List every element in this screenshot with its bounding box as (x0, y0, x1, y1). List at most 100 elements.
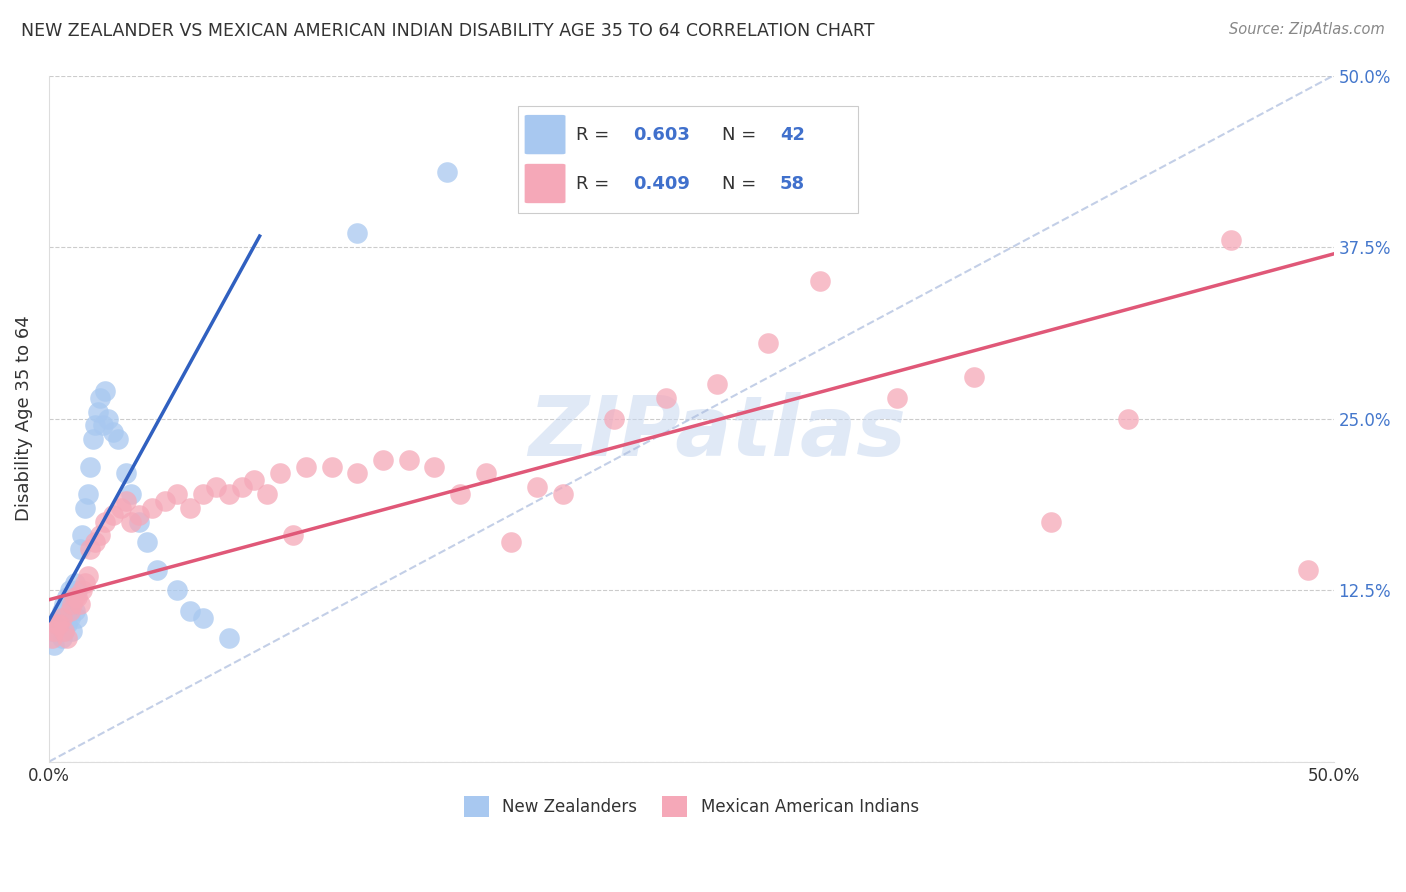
Point (166, 487, 188, 501)
Point (474, 467, 496, 481)
Point (256, 487, 278, 501)
Point (56, 617, 79, 632)
Point (449, 487, 471, 501)
Point (135, 535, 157, 549)
Point (66, 583, 89, 598)
Point (51, 631, 73, 645)
Point (110, 500, 132, 515)
Point (69, 541, 91, 556)
Point (94, 515, 117, 529)
Point (45, 617, 67, 632)
Point (526, 480, 548, 494)
Point (281, 528, 304, 542)
Point (84, 535, 107, 549)
Point (79, 459, 101, 474)
Point (66, 610, 89, 624)
Point (191, 610, 214, 624)
Point (51, 604, 73, 618)
Point (128, 508, 150, 522)
Point (56, 631, 79, 645)
Point (191, 487, 214, 501)
Legend: New Zealanders, Mexican American Indians: New Zealanders, Mexican American Indians (457, 789, 925, 823)
Point (436, 164, 458, 178)
Point (82, 432, 104, 446)
Point (89, 528, 111, 542)
Point (91, 418, 114, 433)
Point (115, 467, 138, 481)
Point (654, 391, 676, 405)
Point (63, 604, 86, 618)
Point (58, 604, 80, 618)
Point (120, 515, 142, 529)
Point (94, 384, 117, 399)
Point (295, 459, 318, 474)
Point (551, 487, 574, 501)
Point (153, 494, 176, 508)
Point (218, 631, 240, 645)
Point (706, 377, 728, 392)
Point (53, 597, 76, 611)
Point (42, 638, 65, 652)
Point (141, 500, 163, 515)
Point (41, 624, 63, 639)
Point (346, 227, 368, 241)
Point (72, 528, 94, 542)
Point (128, 515, 150, 529)
Text: ZIPatlas: ZIPatlas (529, 392, 905, 473)
Point (107, 432, 129, 446)
Point (89, 391, 111, 405)
Point (1039, 515, 1062, 529)
Point (115, 494, 138, 508)
Point (269, 467, 291, 481)
Point (1219, 233, 1241, 247)
Text: NEW ZEALANDER VS MEXICAN AMERICAN INDIAN DISABILITY AGE 35 TO 64 CORRELATION CHA: NEW ZEALANDER VS MEXICAN AMERICAN INDIAN… (21, 22, 875, 40)
Point (120, 487, 142, 501)
Point (87, 405, 110, 419)
Point (166, 583, 188, 598)
Point (501, 535, 523, 549)
Point (51, 610, 73, 624)
Point (60, 624, 83, 639)
Point (97, 411, 120, 425)
Point (84, 418, 107, 433)
Point (76, 487, 98, 501)
Point (66, 590, 89, 604)
Point (41, 631, 63, 645)
Point (146, 563, 169, 577)
Point (423, 459, 446, 474)
Point (103, 508, 125, 522)
Point (53, 624, 76, 639)
Point (69, 597, 91, 611)
Point (73, 576, 96, 591)
Point (886, 391, 908, 405)
Point (205, 480, 228, 494)
Point (76, 569, 98, 583)
Point (48, 617, 70, 632)
Point (56, 590, 79, 604)
Point (321, 459, 343, 474)
Point (63, 590, 86, 604)
Point (603, 411, 626, 425)
Point (963, 370, 986, 384)
Point (218, 487, 240, 501)
Point (756, 336, 779, 351)
Point (63, 576, 86, 591)
Point (398, 452, 420, 467)
Point (48, 610, 70, 624)
Point (45, 617, 67, 632)
Point (79, 541, 101, 556)
Y-axis label: Disability Age 35 to 64: Disability Age 35 to 64 (15, 316, 32, 522)
Point (1116, 411, 1139, 425)
Point (179, 604, 201, 618)
Point (346, 467, 368, 481)
Point (103, 425, 125, 440)
Point (60, 597, 83, 611)
Point (58, 610, 80, 624)
Point (231, 480, 253, 494)
Text: Source: ZipAtlas.com: Source: ZipAtlas.com (1229, 22, 1385, 37)
Point (72, 583, 94, 598)
Point (243, 474, 266, 488)
Point (42, 624, 65, 639)
Point (53, 624, 76, 639)
Point (73, 500, 96, 515)
